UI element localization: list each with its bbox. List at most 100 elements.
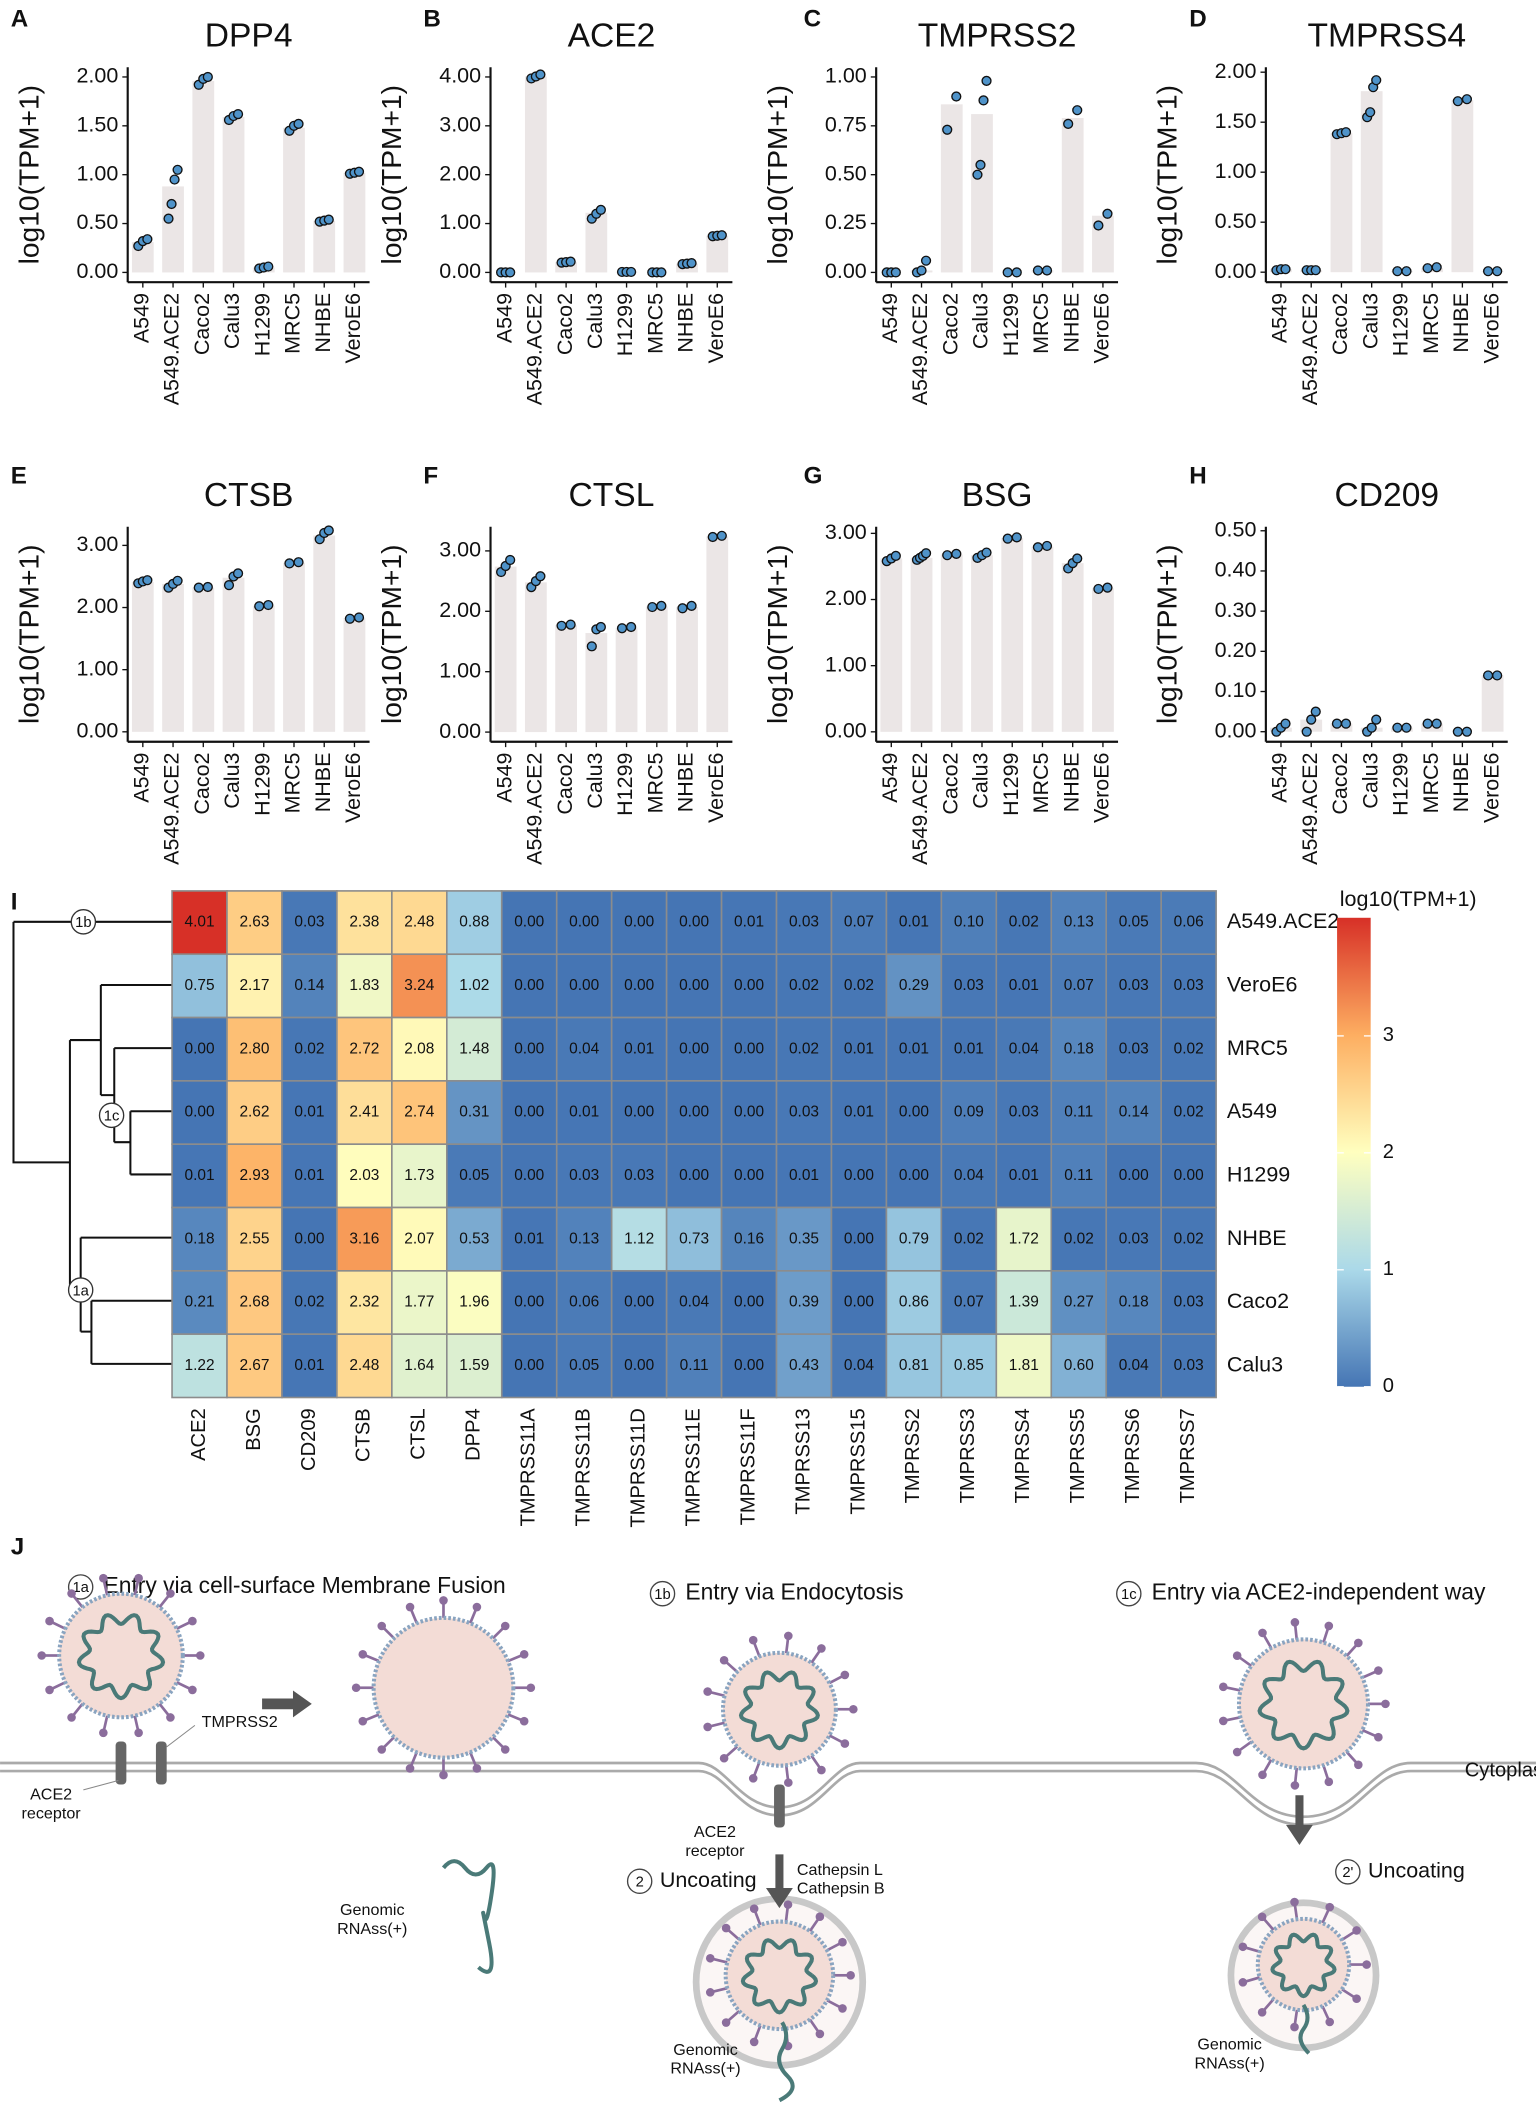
x-tick-label: VeroE6 xyxy=(704,752,728,823)
heatmap-cell xyxy=(1160,953,1217,1019)
spike-head xyxy=(358,1650,368,1659)
spike-head xyxy=(815,2029,825,2039)
arrow xyxy=(765,1854,793,1909)
column-label: TMPRSS11B xyxy=(573,1408,595,1526)
spike xyxy=(491,1626,505,1640)
y-tick-label: 2.00 xyxy=(825,586,867,610)
x-tick-label: H1299 xyxy=(613,293,637,356)
cell-label: 0.04 xyxy=(1119,1357,1149,1374)
y-tick-label: 0.20 xyxy=(1215,638,1257,662)
spike xyxy=(1321,1908,1330,1924)
spike-head xyxy=(1257,1912,1267,1922)
x-tick-label: NHBE xyxy=(311,293,335,353)
spike-head xyxy=(846,1971,855,1980)
cell-label: 0.00 xyxy=(624,914,654,931)
cell-label: 0.02 xyxy=(294,1040,324,1057)
cell-label: 0.01 xyxy=(569,1104,599,1121)
bar xyxy=(252,605,275,732)
cell-label: 0.31 xyxy=(459,1104,489,1121)
bar xyxy=(524,76,547,273)
y-tick-label: 2.00 xyxy=(1215,59,1257,83)
heatmap-cell xyxy=(995,1143,1053,1209)
x-tick-label: Caco2 xyxy=(553,753,577,815)
heatmap-cell xyxy=(555,1270,613,1335)
row-label: A549.ACE2 xyxy=(1227,909,1339,933)
spike xyxy=(364,1713,380,1722)
rna-strand xyxy=(441,1859,496,1974)
x-tick-label: H1299 xyxy=(613,753,637,816)
cell-label: 0.04 xyxy=(844,1357,874,1374)
spike-head xyxy=(748,1774,758,1783)
spike xyxy=(409,1751,418,1767)
spike-head xyxy=(1374,1732,1383,1742)
spike xyxy=(364,1654,380,1663)
panel-letter: A xyxy=(11,6,28,33)
rna xyxy=(76,1613,166,1701)
replicate-point xyxy=(707,531,718,543)
cell-label: 0.88 xyxy=(459,914,489,931)
replicate-point xyxy=(916,265,927,276)
heatmap-cell xyxy=(1050,1333,1108,1399)
replicate-point xyxy=(166,198,177,210)
x-tick-label: Caco2 xyxy=(1328,753,1352,815)
cell-label: 0.03 xyxy=(954,977,984,994)
heatmap-cell xyxy=(610,890,668,956)
cell-label: 0.18 xyxy=(184,1230,214,1247)
spike-head xyxy=(45,1616,54,1626)
dendro-branch xyxy=(90,1299,173,1365)
spike xyxy=(709,1721,725,1728)
cell-label: 0.00 xyxy=(514,1167,544,1184)
spike xyxy=(808,1918,820,1932)
step-badge-label: 1c xyxy=(1121,1587,1137,1603)
cell-label: 0.07 xyxy=(954,1294,984,1311)
heatmap-cell xyxy=(940,953,998,1019)
spike-head xyxy=(721,2018,731,2027)
replicate-point xyxy=(293,557,304,568)
leader-line xyxy=(83,1779,119,1791)
cell-label: 0.03 xyxy=(1119,1040,1149,1057)
x-tick-label: A549 xyxy=(878,753,902,803)
spike-head xyxy=(705,1953,715,1963)
y-tick-label: 0.50 xyxy=(825,161,867,185)
replicate-point xyxy=(1002,533,1013,544)
cell-label: 3.24 xyxy=(404,977,434,994)
replicate-point xyxy=(172,575,183,586)
cell-label: 0.00 xyxy=(514,1104,544,1121)
replicate-point xyxy=(942,124,953,135)
cell-label: 2.07 xyxy=(404,1230,434,1247)
cell-label: 0.02 xyxy=(1064,1230,1094,1247)
spike xyxy=(1345,1750,1358,1764)
bar xyxy=(222,117,245,273)
arrow xyxy=(1286,1795,1313,1845)
replicate-point xyxy=(716,230,727,241)
column-label: TMPRSS11A xyxy=(518,1408,540,1527)
spike xyxy=(1293,1767,1299,1783)
y-axis-label: log10(TPM+1) xyxy=(1151,545,1183,724)
heatmap-cell xyxy=(391,1080,448,1146)
cell-label: 1.12 xyxy=(624,1230,654,1247)
spike-head xyxy=(1290,2022,1299,2032)
heatmap-cell xyxy=(391,953,448,1019)
spike xyxy=(1361,1728,1377,1738)
spike xyxy=(1293,1904,1299,1920)
replicate-point xyxy=(1461,726,1473,737)
cell-label: 0.00 xyxy=(734,1357,764,1374)
panel-letter: B xyxy=(423,6,440,33)
spike-head xyxy=(817,1765,826,1775)
heatmap-cell xyxy=(1160,1270,1217,1335)
spike xyxy=(1262,1759,1273,1774)
panel-letter: D xyxy=(1189,6,1206,33)
cell-label: 0.03 xyxy=(1174,1294,1204,1311)
spike-head xyxy=(1232,1747,1242,1757)
row-label: Caco2 xyxy=(1227,1289,1289,1313)
heatmap-cell xyxy=(885,890,943,956)
x-tick-label: H1299 xyxy=(1389,753,1413,816)
cluster-label: 1a xyxy=(72,1283,89,1299)
replicate-point xyxy=(353,612,365,623)
spike-head xyxy=(703,1687,712,1696)
spike-head xyxy=(838,1937,847,1947)
x-tick-label: H1299 xyxy=(999,293,1023,356)
spike-head xyxy=(1257,2007,1267,2017)
replicate-point xyxy=(890,550,901,561)
heatmap-cell xyxy=(555,1143,613,1209)
